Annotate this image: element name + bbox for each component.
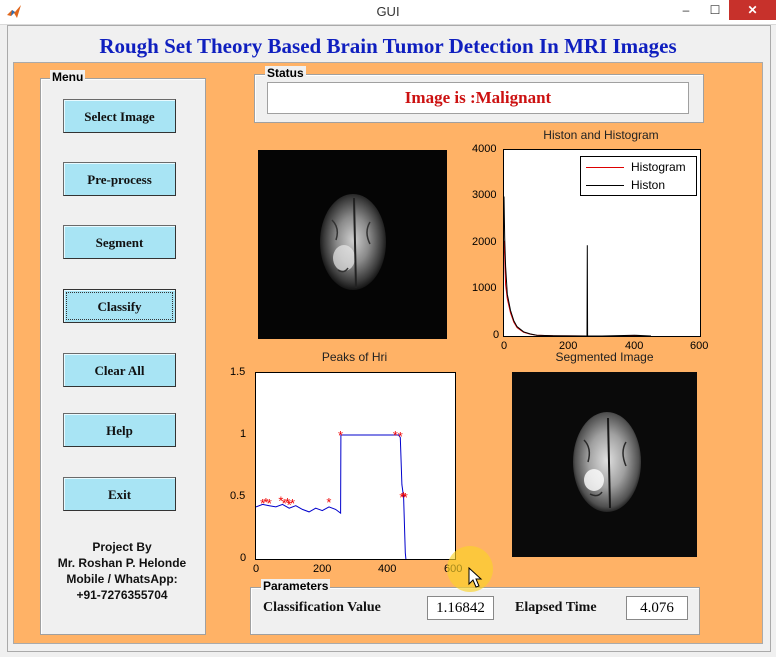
histogram-legend: Histogram Histon [580, 156, 697, 196]
peaks-plot: *** ***** ** * **** [255, 372, 456, 560]
peaks-x-tick: 400 [378, 563, 397, 575]
app-title: Rough Set Theory Based Brain Tumor Detec… [99, 34, 677, 58]
classification-value-label: Classification Value [263, 600, 381, 615]
credit-line-2: Mr. Roshan P. Helonde [57, 556, 187, 570]
peaks-peak-marker: * [398, 429, 403, 444]
peaks-peak-marker: * [285, 495, 290, 510]
mouse-cursor-icon [468, 567, 483, 588]
peaks-peak-marker: * [282, 496, 287, 511]
hist-y-tick: 3000 [472, 189, 497, 201]
original-mri-image [258, 150, 447, 339]
classify-button[interactable]: Classify [63, 289, 176, 323]
pre-process-button[interactable]: Pre-process [63, 162, 176, 196]
histogram-series-line-histon [504, 196, 652, 336]
peaks-y-tick: 0.5 [230, 490, 246, 502]
peaks-peak-marker: * [338, 428, 343, 443]
peaks-peak-marker: * [278, 494, 283, 509]
hist-y-tick: 1000 [472, 282, 497, 294]
peaks-peak-marker: * [399, 490, 404, 505]
hist-x-tick: 600 [690, 340, 709, 352]
matlab-icon [7, 5, 21, 18]
legend-histon-label: Histon [631, 178, 666, 192]
elapsed-time-field: 4.076 [626, 596, 688, 620]
help-button[interactable]: Help [63, 413, 176, 447]
peaks-series-line-hri [256, 434, 407, 559]
peaks-peak-marker: * [393, 428, 398, 443]
legend-histogram-label: Histogram [631, 160, 686, 174]
peaks-peak-marker: * [290, 496, 295, 511]
segmented-image [512, 372, 697, 557]
hist-x-tick: 0 [501, 340, 508, 352]
status-title: Status [265, 66, 306, 80]
clear-all-button[interactable]: Clear All [63, 353, 176, 387]
credit-line-3: Mobile / WhatsApp: [66, 572, 178, 586]
peaks-peak-marker: * [287, 497, 292, 512]
peaks-peak-marker: * [401, 489, 406, 504]
peaks-title: Peaks of Hri [321, 350, 388, 364]
histogram-series-line-histogram [504, 240, 651, 336]
hist-y-tick: 0 [493, 329, 500, 341]
peaks-peak-marker: * [403, 490, 408, 505]
elapsed-time-label: Elapsed Time [515, 600, 597, 615]
peaks-x-tick: 0 [253, 563, 260, 575]
classification-value-field: 1.16842 [427, 596, 494, 620]
maximize-button[interactable]: ☐ [709, 3, 721, 17]
menu-title: Menu [50, 70, 86, 84]
peaks-peak-marker: * [263, 495, 268, 510]
window-title: GUI [376, 4, 400, 19]
exit-button[interactable]: Exit [63, 477, 176, 511]
select-image-button[interactable]: Select Image [63, 99, 176, 133]
hist-y-tick: 4000 [472, 143, 497, 155]
histogram-title: Histon and Histogram [543, 128, 659, 142]
hist-x-tick: 200 [559, 340, 578, 352]
segmented-title: Segmented Image [555, 350, 654, 364]
window-titlebar: GUI – ☐ ✕ [0, 0, 776, 25]
peaks-y-tick: 1.5 [230, 366, 246, 378]
status-text: Image is :Malignant [267, 82, 689, 114]
peaks-peak-marker: * [267, 496, 272, 511]
parameters-title: Parameters [261, 579, 331, 593]
legend-histogram-line [586, 167, 624, 168]
peaks-x-tick: 200 [313, 563, 332, 575]
hist-y-tick: 2000 [472, 236, 497, 248]
peaks-peak-marker: * [326, 495, 331, 510]
peaks-y-tick: 1 [240, 428, 247, 440]
peaks-peak-marker: * [260, 496, 265, 511]
close-button[interactable]: ✕ [729, 0, 776, 20]
hist-x-tick: 400 [625, 340, 644, 352]
segment-button[interactable]: Segment [63, 225, 176, 259]
peaks-y-tick: 0 [240, 552, 247, 564]
credit-line-4: +91-7276355704 [76, 588, 168, 602]
legend-histon-line [586, 185, 624, 186]
credit-line-1: Project By [92, 540, 152, 554]
minimize-button[interactable]: – [682, 3, 690, 17]
